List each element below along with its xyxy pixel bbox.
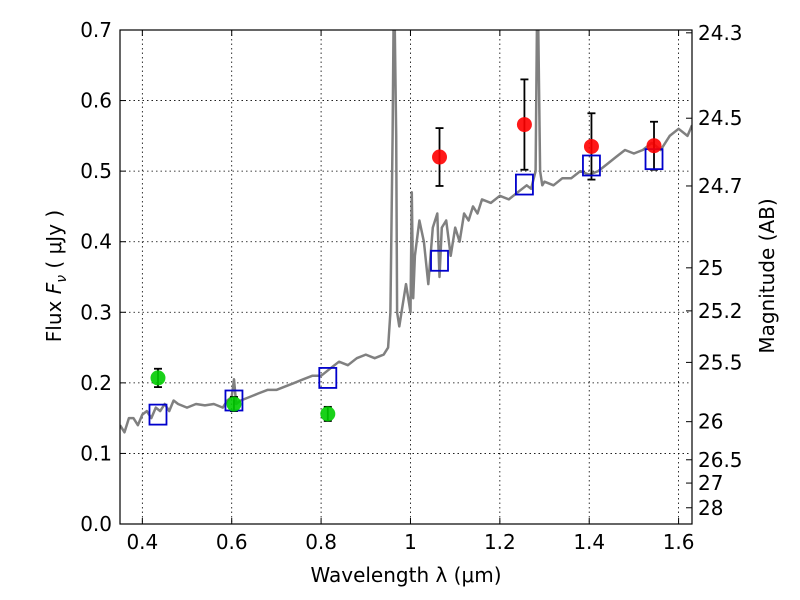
- magnitude-tick-label: 25: [698, 256, 723, 280]
- model-square: [318, 367, 338, 389]
- x-tick-label: 0.8: [305, 530, 337, 554]
- ticks: [120, 29, 692, 525]
- nir-point: [583, 138, 599, 154]
- nir-point: [646, 138, 662, 154]
- y-tick-label: 0.4: [80, 230, 112, 254]
- markers: [148, 117, 664, 426]
- nir-point: [432, 149, 448, 165]
- error-bars: [153, 78, 659, 422]
- y-tick-label: 0.0: [80, 512, 112, 536]
- y-tick-label: 0.6: [80, 89, 112, 113]
- y-axis-title: Flux Fν ( μJy ): [42, 210, 70, 342]
- x-tick-label: 1.4: [573, 530, 605, 554]
- magnitude-tick-label: 26.5: [698, 448, 743, 472]
- model-square: [515, 173, 534, 196]
- y-tick-label: 0.3: [80, 300, 112, 324]
- y-tick-label: 0.7: [80, 18, 112, 42]
- y2-axis-title: Magnitude (AB): [755, 198, 779, 353]
- x-tick-label: 1: [404, 530, 417, 554]
- spectrum-line: [120, 30, 692, 434]
- optical-point: [226, 396, 242, 412]
- magnitude-tick-label: 24.3: [698, 21, 743, 45]
- y-tick-label: 0.1: [80, 441, 112, 465]
- y-tick-label: 0.2: [80, 371, 112, 395]
- y-axis-title-symbol: F: [42, 282, 66, 294]
- model-square: [430, 249, 449, 272]
- magnitude-tick-label: 27: [698, 471, 723, 495]
- spectrum-series: [120, 30, 692, 434]
- y-axis-title-prefix: Flux: [42, 294, 66, 342]
- magnitude-tick-label: 24.7: [698, 174, 743, 198]
- x-tick-label: 1.6: [663, 530, 695, 554]
- magnitude-tick-label: 28: [698, 496, 723, 520]
- y-tick-label: 0.5: [80, 159, 112, 183]
- grid: [120, 29, 692, 525]
- x-tick-label: 0.4: [126, 530, 158, 554]
- x-tick-label: 1.2: [484, 530, 516, 554]
- optical-point: [150, 370, 166, 386]
- magnitude-tick-label: 24.5: [698, 106, 743, 130]
- optical-point: [320, 406, 336, 422]
- plot-frame: [119, 29, 693, 525]
- y-axis-title-subscript: ν: [54, 275, 70, 283]
- y-axis-title-suffix: ( μJy ): [42, 210, 66, 275]
- x-axis-title: Wavelength λ (μm): [310, 563, 501, 587]
- magnitude-tick-label: 26: [698, 410, 723, 434]
- nir-point: [516, 117, 532, 133]
- magnitude-tick-label: 25.2: [698, 299, 743, 323]
- model-square: [582, 154, 601, 177]
- magnitude-tick-label: 25.5: [698, 350, 743, 374]
- x-tick-label: 0.6: [216, 530, 248, 554]
- tick-labels: 0.4 0.6 0.8 1 1.2 1.4 1.6 0.0 0.1 0.2 0.3 0.4 0.5 0.6…: [80, 18, 742, 554]
- model-square: [148, 403, 168, 426]
